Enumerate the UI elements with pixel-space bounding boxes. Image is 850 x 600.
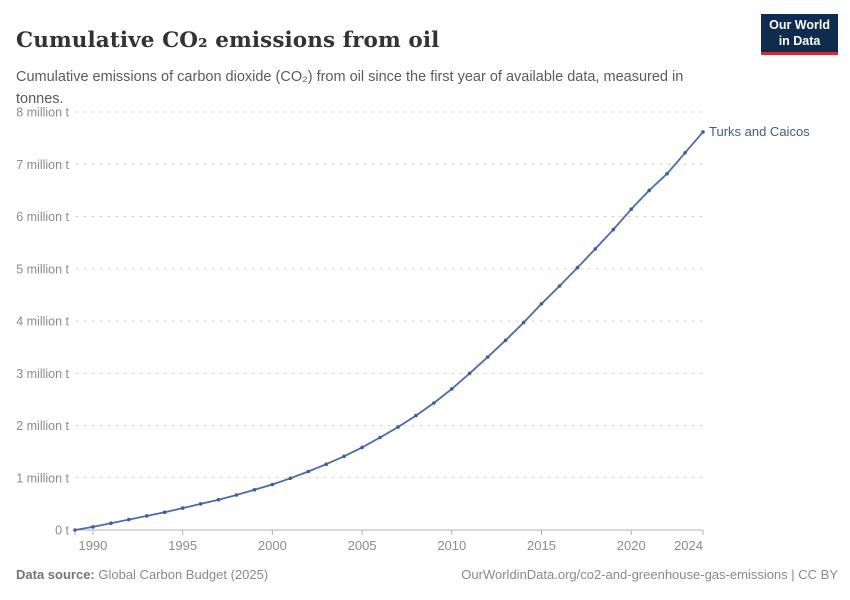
data-point-marker[interactable] xyxy=(539,302,544,306)
data-source-value: Global Carbon Budget (2025) xyxy=(94,567,269,582)
data-point-marker[interactable] xyxy=(109,521,113,525)
x-axis-tick-label: 2010 xyxy=(437,538,466,553)
data-source-label: Data source: xyxy=(16,567,95,582)
y-axis-tick-label: 3 million t xyxy=(16,367,69,381)
data-point-marker[interactable] xyxy=(252,488,257,492)
data-point-marker[interactable] xyxy=(629,207,633,211)
data-point-marker[interactable] xyxy=(145,514,149,518)
owid-logo-line2: in Data xyxy=(778,33,821,48)
x-axis-tick-label: 2000 xyxy=(258,538,287,553)
data-point-marker[interactable] xyxy=(593,247,598,251)
x-axis-tick-label: 1995 xyxy=(168,538,197,553)
data-point-marker[interactable] xyxy=(324,462,329,467)
data-point-marker[interactable] xyxy=(198,502,203,506)
y-axis-tick-label: 0 t xyxy=(55,524,69,538)
data-point-marker[interactable] xyxy=(467,371,472,376)
data-point-marker[interactable] xyxy=(665,171,669,176)
y-axis-tick-label: 8 million t xyxy=(16,106,69,120)
data-point-marker[interactable] xyxy=(216,497,221,502)
x-axis-tick-label: 2020 xyxy=(617,538,646,553)
x-axis-tick-label: 1990 xyxy=(78,538,107,553)
data-source: Data source: Global Carbon Budget (2025) xyxy=(16,567,268,582)
data-point-marker[interactable] xyxy=(306,469,311,474)
y-axis-tick-label: 2 million t xyxy=(16,419,69,433)
data-point-marker[interactable] xyxy=(162,510,167,514)
y-axis-tick-label: 7 million t xyxy=(16,158,69,172)
data-point-marker[interactable] xyxy=(270,482,275,487)
data-point-marker[interactable] xyxy=(485,355,490,359)
data-point-marker[interactable] xyxy=(360,445,364,450)
data-point-marker[interactable] xyxy=(234,493,239,497)
data-point-marker[interactable] xyxy=(127,517,131,522)
data-point-marker[interactable] xyxy=(378,435,382,440)
data-point-marker[interactable] xyxy=(557,284,562,288)
y-axis-tick-label: 4 million t xyxy=(16,315,69,329)
x-axis-tick-label: 2015 xyxy=(527,538,556,553)
data-point-marker[interactable] xyxy=(575,265,580,270)
owid-logo-line1: Our World xyxy=(769,18,830,32)
emissions-line[interactable] xyxy=(74,131,704,531)
data-point-marker[interactable] xyxy=(432,401,436,405)
chart-subtitle: Cumulative emissions of carbon dioxide (… xyxy=(16,68,684,107)
y-axis-tick-label: 6 million t xyxy=(16,210,69,224)
entity-label[interactable]: Turks and Caicos xyxy=(709,124,810,139)
data-point-marker[interactable] xyxy=(91,525,95,529)
data-point-marker[interactable] xyxy=(701,130,705,134)
data-point-marker[interactable] xyxy=(396,425,400,429)
owid-logo[interactable]: Our World in Data xyxy=(761,14,838,56)
x-axis-tick-label: 2024 xyxy=(674,538,703,553)
y-axis-tick-label: 5 million t xyxy=(16,262,69,276)
chart-canvas[interactable]: 0 t 1 million t 2 million t 3 million t 4 mi… xyxy=(0,95,850,565)
data-point-marker[interactable] xyxy=(180,506,185,510)
data-point-marker[interactable] xyxy=(450,387,454,391)
owid-url-link[interactable]: OurWorldinData.org/co2-and-greenhouse-ga… xyxy=(461,567,838,582)
data-point-marker[interactable] xyxy=(611,227,616,232)
page-title: Cumulative CO₂ emissions from oil xyxy=(16,28,440,54)
chart-footer: Data source: Global Carbon Budget (2025)… xyxy=(16,567,838,582)
data-point-marker[interactable] xyxy=(683,151,687,155)
y-axis-tick-label: 1 million t xyxy=(16,471,69,485)
data-point-marker[interactable] xyxy=(647,188,651,193)
x-axis-tick-label: 2005 xyxy=(348,538,377,553)
data-point-marker[interactable] xyxy=(414,413,418,418)
data-point-marker[interactable] xyxy=(73,528,77,532)
data-point-marker[interactable] xyxy=(503,338,508,343)
data-point-marker[interactable] xyxy=(342,454,346,459)
data-point-marker[interactable] xyxy=(521,320,526,325)
data-point-marker[interactable] xyxy=(288,476,293,481)
